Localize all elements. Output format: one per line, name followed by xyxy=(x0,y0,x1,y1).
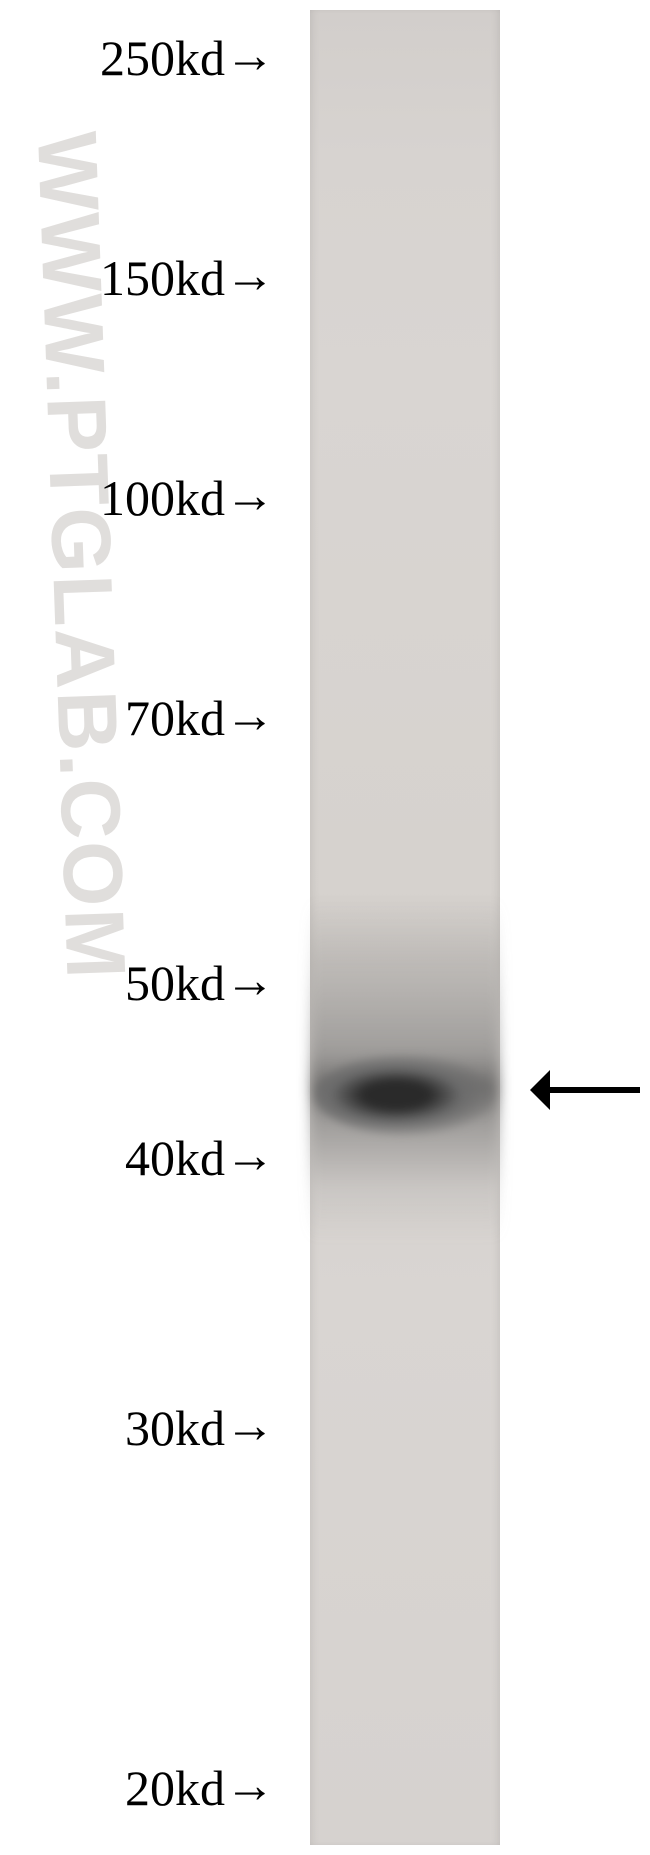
blot-container: WWW.PTGLAB.COM 250kd→150kd→100kd→70kd→50… xyxy=(0,0,650,1855)
marker-arrow-icon: → xyxy=(225,246,275,304)
marker-arrow-icon: → xyxy=(225,1756,275,1814)
marker-label: 100kd xyxy=(100,469,225,527)
marker-arrow-icon: → xyxy=(225,26,275,84)
marker-arrow-icon: → xyxy=(225,1126,275,1184)
marker-label: 40kd xyxy=(125,1129,225,1187)
marker-arrow-icon: → xyxy=(225,686,275,744)
protein-band xyxy=(315,1055,495,1135)
marker-arrow-icon: → xyxy=(225,951,275,1009)
marker-label: 30kd xyxy=(125,1399,225,1457)
marker-arrow-icon: → xyxy=(225,1396,275,1454)
marker-label: 70kd xyxy=(125,689,225,747)
marker-label: 250kd xyxy=(100,29,225,87)
band-indicator-arrow xyxy=(530,1065,650,1115)
marker-label: 20kd xyxy=(125,1759,225,1817)
marker-arrow-icon: → xyxy=(225,466,275,524)
marker-label: 150kd xyxy=(100,249,225,307)
marker-label: 50kd xyxy=(125,954,225,1012)
